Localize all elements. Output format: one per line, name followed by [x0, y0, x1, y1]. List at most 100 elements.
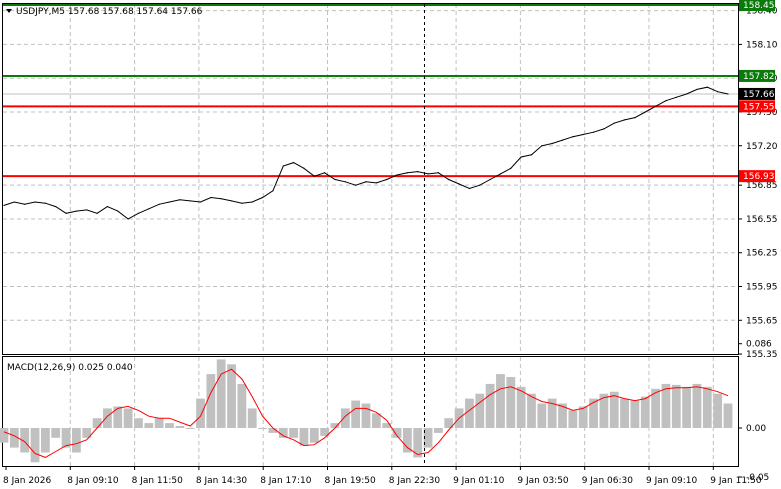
macd-y-tick-label: 0.00: [746, 424, 766, 434]
price-point: [344, 181, 346, 183]
x-tick-label: 9 Jan 06:30: [582, 476, 634, 486]
resistance-level-label: 157.82: [743, 72, 775, 82]
price-point: [55, 205, 57, 208]
macd-bar: [537, 403, 547, 428]
price-point: [230, 200, 233, 202]
price-point: [582, 133, 584, 136]
price-point: [210, 196, 212, 199]
price-point: [75, 210, 77, 212]
x-tick-label: 9 Jan 09:10: [646, 476, 698, 486]
macd-bar: [196, 398, 205, 428]
price-point: [117, 210, 119, 212]
price-axis: 158.40158.10157.80157.50157.20156.85156.…: [738, 7, 778, 360]
x-tick-label: 9 Jan 11:50: [710, 476, 762, 486]
y-tick-label: 155.35: [746, 350, 778, 360]
price-point: [65, 212, 67, 214]
macd-bar: [330, 423, 340, 428]
macd-bar: [258, 428, 267, 429]
macd-bar: [578, 406, 588, 428]
macd-bar: [651, 388, 660, 428]
y-tick-label: 156.25: [746, 249, 778, 259]
macd-bar: [361, 403, 371, 428]
price-point: [334, 178, 336, 181]
macd-signal-series: [3, 368, 729, 458]
price-point: [572, 136, 574, 138]
macd-bar: [123, 408, 133, 428]
price-point: [551, 142, 553, 145]
macd-bar: [247, 408, 257, 428]
price-point: [592, 131, 595, 133]
price-point: [717, 91, 719, 93]
price-point: [665, 100, 667, 102]
macd-bar: [682, 386, 692, 428]
price-point: [706, 86, 708, 88]
price-point: [241, 202, 243, 204]
macd-bar: [61, 428, 71, 448]
price-point: [148, 208, 150, 210]
price-point: [541, 145, 543, 147]
price-point: [655, 105, 657, 107]
x-tick-label: 8 Jan 2026: [3, 476, 51, 486]
macd-bar: [0, 428, 9, 443]
macd-bar: [671, 384, 681, 428]
macd-bar: [40, 428, 50, 453]
price-point: [613, 122, 615, 124]
macd-bar: [309, 428, 319, 443]
macd-bar: [268, 428, 278, 433]
grid: [3, 4, 738, 466]
macd-bar: [144, 423, 154, 428]
macd-bar: [547, 398, 557, 428]
price-point: [561, 139, 564, 141]
macd-bar: [630, 400, 640, 428]
x-tick-label: 9 Jan 01:10: [453, 476, 505, 486]
macd-bar: [568, 410, 578, 428]
price-point: [468, 187, 471, 190]
macd-y-tick-label: -0.05: [746, 473, 769, 483]
macd-bar: [371, 413, 381, 428]
horizontal-levels[interactable]: [3, 4, 738, 178]
macd-bar: [423, 428, 433, 448]
price-point: [158, 203, 160, 205]
symbol-header: USDJPY,M5 157.68 157.68 157.64 157.66: [16, 7, 203, 17]
macd-bar: [320, 428, 330, 436]
support-level-label: 157.55: [743, 102, 775, 112]
macd-bar: [640, 396, 650, 428]
price-point: [448, 178, 450, 181]
macd-bar: [558, 403, 567, 428]
macd-bar: [475, 393, 485, 428]
support-level-label: 156.93: [743, 172, 775, 182]
price-point: [675, 96, 677, 98]
macd-bar: [599, 393, 609, 428]
macd-header: MACD(12,26,9) 0.025 0.040: [7, 363, 133, 373]
price-point: [386, 178, 388, 181]
macd-bar: [713, 393, 723, 428]
price-point: [303, 167, 305, 169]
price-point: [396, 174, 398, 176]
resistance-level-tag: [739, 0, 775, 11]
macd-bar: [82, 428, 92, 438]
macd-bar: [506, 377, 516, 428]
y-tick-label: 155.65: [746, 316, 778, 326]
price-point: [686, 93, 688, 95]
x-tick-label: 8 Jan 19:50: [325, 476, 377, 486]
y-tick-label: 157.50: [746, 108, 778, 118]
last-price-label: 157.66: [743, 90, 775, 100]
macd-bar: [465, 398, 474, 428]
price-point: [106, 205, 109, 208]
price-point: [634, 117, 636, 119]
macd-bar: [20, 428, 30, 453]
collapse-arrow-icon[interactable]: [6, 9, 12, 13]
price-point: [272, 190, 274, 192]
price-point: [727, 93, 729, 95]
macd-bar: [413, 428, 423, 458]
macd-bar: [92, 418, 102, 428]
x-tick-label: 8 Jan 11:50: [132, 476, 184, 486]
y-tick-label: 158.10: [746, 40, 778, 50]
x-tick-label: 8 Jan 09:10: [67, 476, 119, 486]
price-point: [220, 198, 222, 200]
price-point: [406, 172, 408, 174]
macd-histogram: [0, 359, 733, 463]
price-point: [3, 204, 5, 207]
price-point: [189, 200, 191, 202]
price-point: [44, 202, 46, 204]
